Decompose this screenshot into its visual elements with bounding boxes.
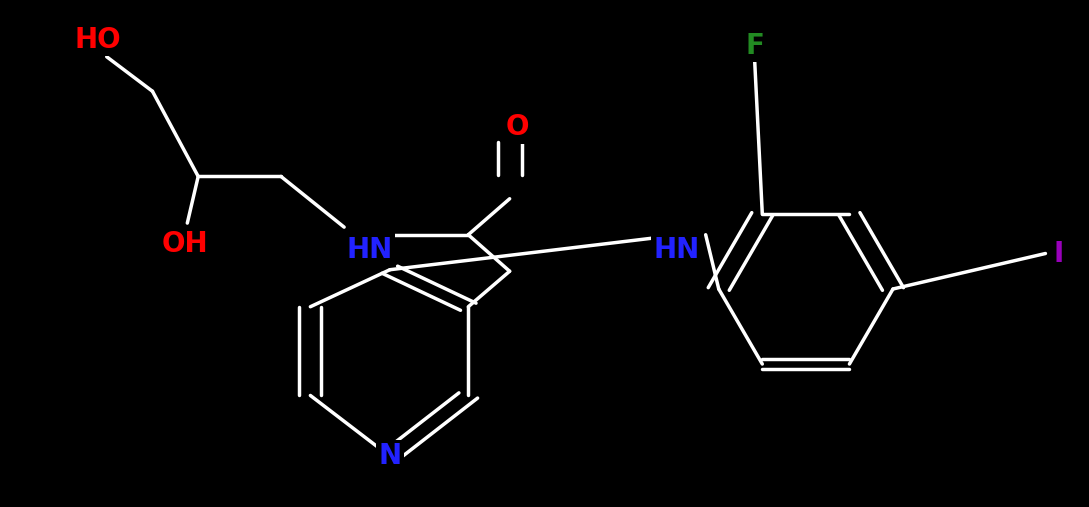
Text: HN: HN [653,236,699,264]
Text: HO: HO [74,25,121,54]
Text: O: O [505,113,529,141]
Text: F: F [745,31,764,60]
Text: N: N [378,442,402,470]
Text: OH: OH [161,230,208,259]
Text: I: I [1053,239,1064,268]
Text: HN: HN [346,236,392,264]
